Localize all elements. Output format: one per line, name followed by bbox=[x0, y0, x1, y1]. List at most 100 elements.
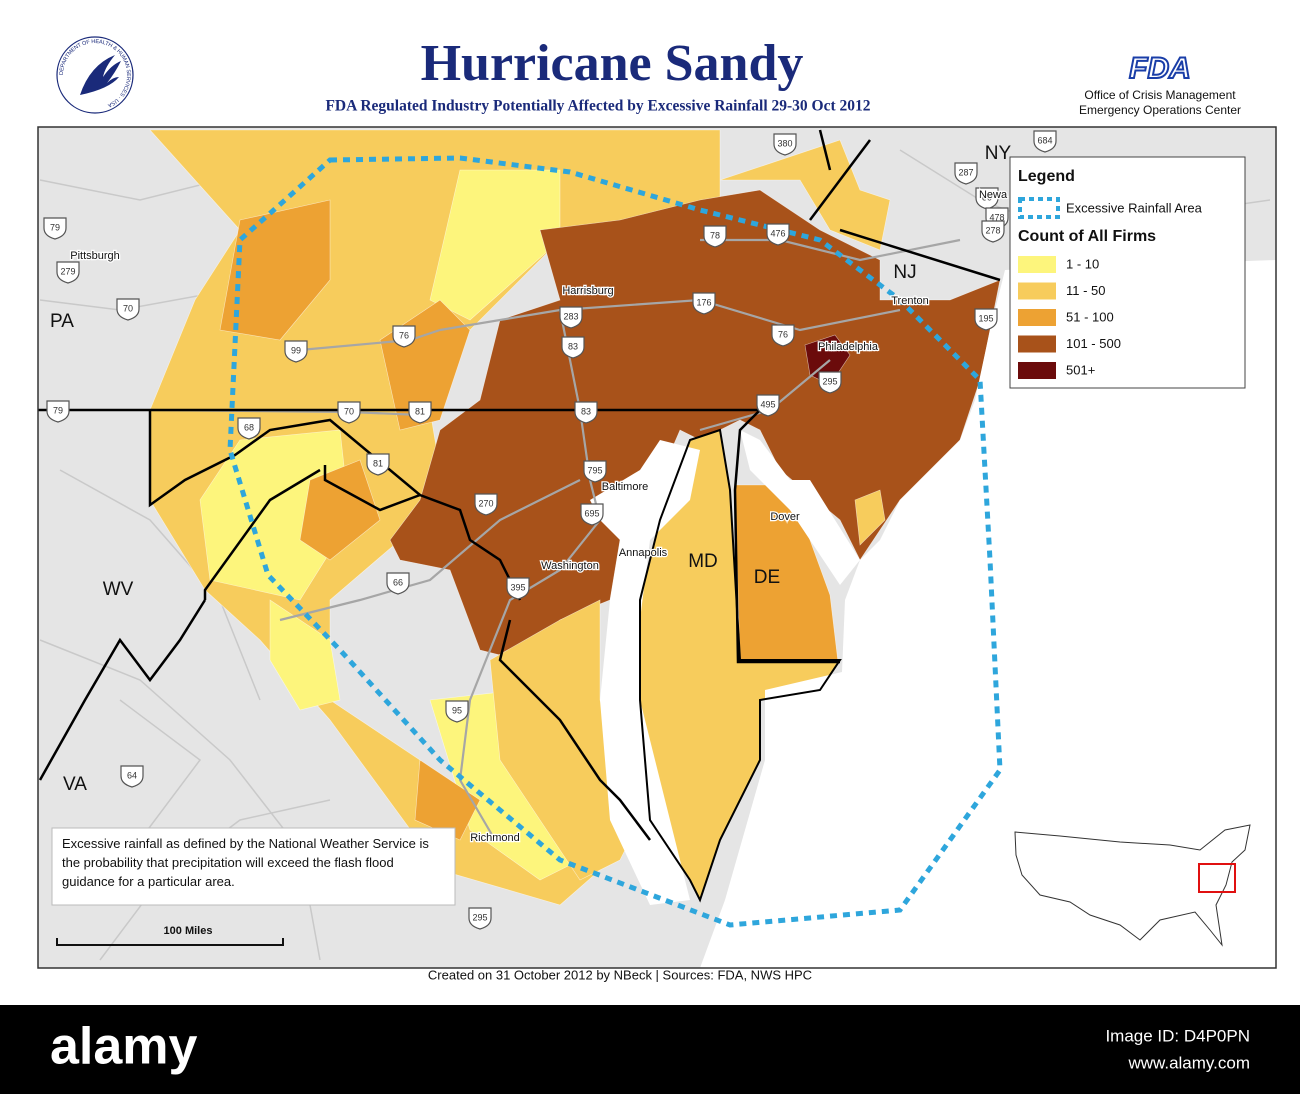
state-border bbox=[148, 410, 522, 601]
water bbox=[740, 430, 860, 585]
state-label: WV bbox=[103, 579, 134, 600]
highway-shield bbox=[474, 493, 498, 516]
legend-swatch bbox=[1018, 256, 1056, 273]
highway-number: 283 bbox=[563, 311, 578, 321]
note-line: guidance for a particular area. bbox=[62, 874, 235, 889]
highway-number: 476 bbox=[770, 228, 785, 238]
city-label: Philadelphia bbox=[818, 341, 879, 353]
city-label: Annapolis bbox=[619, 547, 668, 559]
highway-shield bbox=[580, 503, 604, 526]
city-label: Richmond bbox=[470, 832, 520, 844]
highway-shield bbox=[120, 765, 144, 788]
highway-shield bbox=[574, 401, 598, 424]
highway-shield bbox=[506, 577, 530, 600]
highway bbox=[558, 309, 602, 521]
highway-number: 195 bbox=[978, 313, 993, 323]
highway-shield bbox=[46, 400, 70, 423]
scale-bar bbox=[56, 938, 284, 946]
highway-number: 278 bbox=[985, 225, 1000, 235]
county-area bbox=[414, 759, 481, 841]
legend-swatch bbox=[1018, 362, 1056, 379]
highway-shield bbox=[974, 308, 998, 331]
office-line: Emergency Operations Center bbox=[1079, 103, 1241, 117]
highway-number: 176 bbox=[696, 297, 711, 307]
highway-number: 695 bbox=[584, 508, 599, 518]
county-area bbox=[219, 199, 331, 341]
highway bbox=[458, 519, 601, 841]
legend-class-label: 11 - 50 bbox=[1066, 283, 1106, 298]
highway-number: 68 bbox=[244, 422, 254, 432]
state-border bbox=[733, 409, 840, 664]
state-label: NY bbox=[985, 143, 1012, 164]
highway-shield bbox=[766, 223, 790, 246]
highway-shield bbox=[703, 225, 727, 248]
inset-us bbox=[1014, 824, 1251, 947]
state-label: VA bbox=[63, 774, 87, 795]
city-label: Baltimore bbox=[602, 481, 648, 493]
city-label: Washington bbox=[541, 560, 599, 572]
county-area bbox=[199, 429, 351, 601]
state-border bbox=[203, 468, 321, 600]
highway-shield bbox=[337, 401, 361, 424]
legend-class-label: 101 - 500 bbox=[1066, 336, 1121, 351]
highway-number: 76 bbox=[778, 329, 788, 339]
state-border bbox=[818, 129, 832, 171]
highway-shield bbox=[386, 572, 410, 595]
state-label: NJ bbox=[893, 262, 916, 283]
note-line: Excessive rainfall as defined by the Nat… bbox=[62, 836, 429, 851]
city-label: Trenton bbox=[891, 295, 929, 307]
legend-class-label: 501+ bbox=[1066, 362, 1095, 377]
highway-number: 79 bbox=[50, 222, 60, 232]
highway-shield bbox=[981, 220, 1005, 243]
office-line: Office of Crisis Management bbox=[1084, 88, 1236, 102]
county-area bbox=[299, 459, 381, 561]
county-area bbox=[854, 489, 886, 546]
legend-swatch bbox=[1018, 282, 1056, 300]
highway-shield bbox=[583, 460, 607, 483]
city-label: Harrisburg bbox=[562, 285, 613, 297]
watermark-id: Image ID: D4P0PN bbox=[1105, 1026, 1250, 1045]
highway-number: 295 bbox=[822, 376, 837, 386]
legend-class-label: 51 - 100 bbox=[1066, 309, 1114, 324]
state-label: MD bbox=[688, 551, 718, 572]
rainfall-swatch bbox=[1018, 197, 1060, 219]
legend-class-label: 1 - 10 bbox=[1066, 256, 1099, 271]
watermark-url: www.alamy.com bbox=[1127, 1053, 1250, 1072]
inset-focus bbox=[1198, 863, 1236, 893]
highway-number: 70 bbox=[123, 303, 133, 313]
highway-number: 495 bbox=[760, 399, 775, 409]
legend-swatch bbox=[1018, 309, 1056, 326]
highway-number: 684 bbox=[1037, 135, 1052, 145]
seal-eagle bbox=[80, 55, 121, 95]
note-line: the probability that precipitation will … bbox=[62, 855, 394, 870]
highway-number: 64 bbox=[127, 770, 137, 780]
legend-title: Legend bbox=[1018, 168, 1075, 185]
rainfall-area bbox=[227, 155, 1003, 928]
highway-number: 79 bbox=[53, 405, 63, 415]
water bbox=[700, 260, 1276, 968]
agency-logo: FDA bbox=[1129, 52, 1191, 85]
highway-shield bbox=[773, 133, 797, 156]
highway-shield bbox=[818, 371, 842, 394]
highway-number: 380 bbox=[777, 138, 792, 148]
highway-shield bbox=[468, 907, 492, 930]
state-border bbox=[323, 465, 421, 512]
road bbox=[59, 469, 261, 701]
highway bbox=[700, 238, 961, 262]
credit: Created on 31 October 2012 by NBeck | So… bbox=[428, 967, 812, 982]
state-border bbox=[38, 599, 207, 781]
highway-number: 83 bbox=[581, 406, 591, 416]
state-border bbox=[498, 619, 651, 841]
highway-shield bbox=[1033, 130, 1057, 153]
highway-shield bbox=[445, 700, 469, 723]
highway-shield bbox=[237, 417, 261, 440]
scale-label: 100 Miles bbox=[164, 925, 213, 937]
highway-shield bbox=[366, 453, 390, 476]
highway-shield bbox=[284, 340, 308, 363]
note: Excessive rainfall as defined by the Nat… bbox=[62, 836, 429, 889]
highway-shield bbox=[116, 298, 140, 321]
county-area bbox=[269, 599, 341, 711]
highway-shield bbox=[771, 324, 795, 347]
watermark-brand: alamy bbox=[50, 1018, 198, 1076]
city-label: Dover bbox=[770, 511, 800, 523]
